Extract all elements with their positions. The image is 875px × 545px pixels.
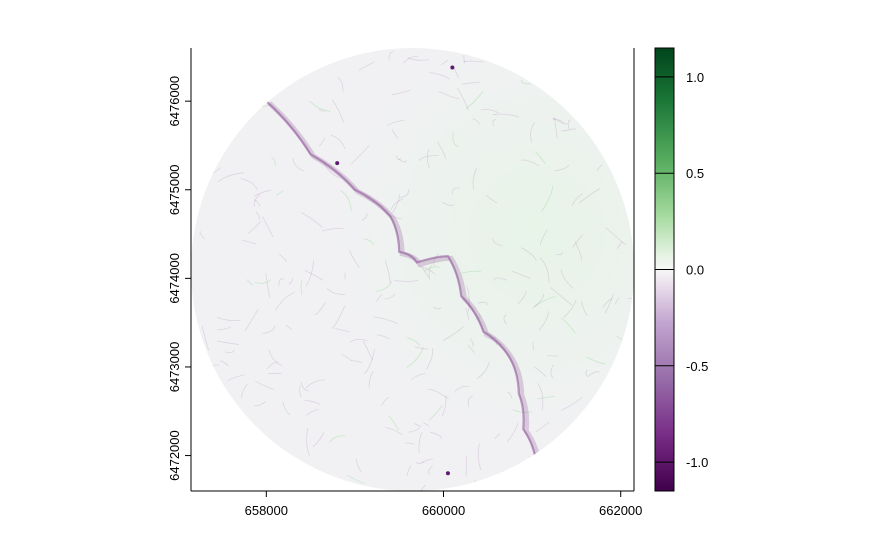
colorbar-tick-label: 0.0 [686, 263, 704, 278]
texture-stroke [529, 456, 535, 472]
raster-image [191, 48, 645, 500]
dark-spot [335, 161, 339, 165]
y-tick-label: 6474000 [167, 253, 182, 304]
dark-spot [450, 65, 454, 69]
y-tick-label: 6472000 [167, 430, 182, 481]
positive-area-tint [191, 48, 634, 491]
texture-stroke [475, 480, 477, 500]
y-tick-label: 6473000 [167, 342, 182, 393]
colorbar-tick-label: 0.5 [686, 166, 704, 181]
x-tick-label: 662000 [599, 503, 642, 518]
x-tick-label: 660000 [422, 503, 465, 518]
dark-spot [446, 471, 450, 475]
x-tick-label: 658000 [245, 503, 288, 518]
colorbar-tick-label: -0.5 [686, 359, 708, 374]
y-tick-label: 6476000 [167, 76, 182, 127]
colorbar-tick-label: 1.0 [686, 70, 704, 85]
y-tick-label: 6475000 [167, 164, 182, 215]
colorbar-legend: 1.0 0.5 0.0 -0.5 -1.0 [655, 48, 708, 491]
raster-texture [191, 48, 645, 500]
colorbar-tick-label: -1.0 [686, 455, 708, 470]
